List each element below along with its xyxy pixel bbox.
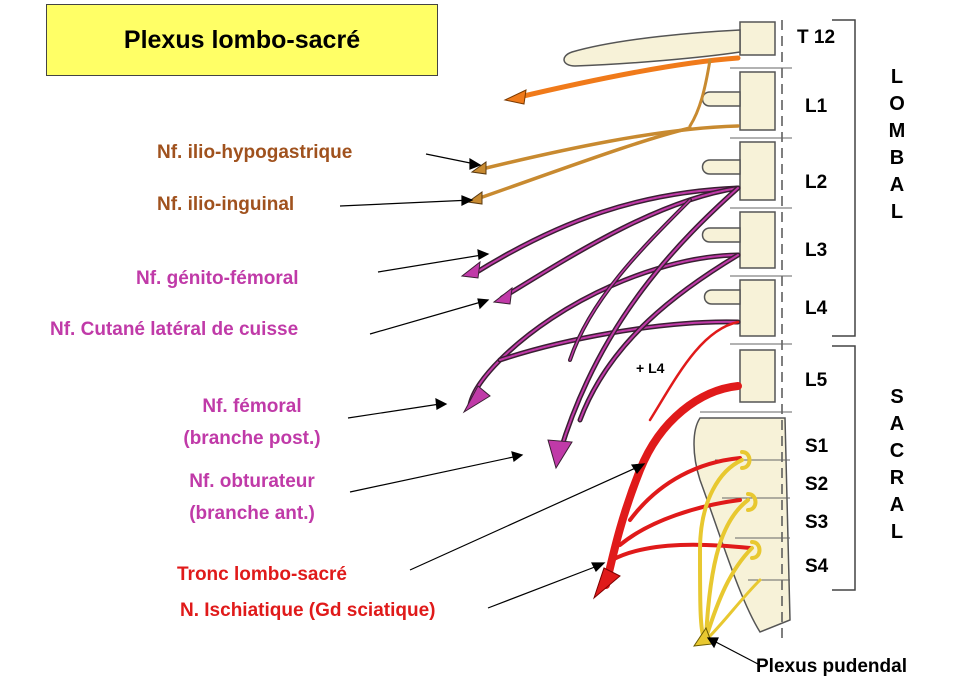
vertebra-label-s1: S1 — [805, 436, 829, 457]
vertebra-label-l5: L5 — [805, 370, 828, 391]
arrowhead-genito-femoral — [460, 260, 481, 279]
vertebra-l1-body — [739, 71, 776, 131]
plus-l4-label: + L4 — [636, 360, 665, 376]
sacral-bracket — [832, 345, 856, 591]
vertebra-l5-body — [739, 349, 776, 403]
arrowhead-ilio-inguinal — [466, 191, 483, 205]
label-ilio-hypogastrique: Nf. ilio-hypogastrique — [157, 142, 353, 163]
label-genito-femoral: Nf. génito-fémoral — [136, 268, 299, 289]
arrowhead-cutane-lateral — [492, 286, 513, 305]
label-obturateur-line2: (branche ant.) — [189, 503, 315, 524]
vertebra-label-l2: L2 — [805, 172, 828, 193]
vertebra-l4-process — [703, 289, 741, 305]
label-femoral-line2: (branche post.) — [183, 428, 321, 449]
nerve-t12 — [512, 55, 741, 128]
label-femoral-line1: Nf. fémoral — [202, 396, 302, 417]
arrowhead-pudendal — [692, 626, 713, 647]
label-ilio-inguinal: Nf. ilio-inguinal — [157, 194, 295, 215]
arrowhead-obturateur — [547, 439, 573, 470]
lombal-bracket — [832, 19, 856, 337]
label-ischiatique: N. Ischiatique (Gd sciatique) — [180, 600, 436, 621]
rib-t12 — [563, 29, 741, 67]
region-label-sacral: SACRAL — [889, 386, 905, 543]
vertebra-t12-body — [739, 21, 776, 56]
vertebra-l2-process — [701, 159, 741, 175]
label-obturateur-line1: Nf. obturateur — [189, 471, 315, 492]
sacrum — [693, 417, 791, 633]
vertebra-l1-process — [701, 91, 741, 107]
vertebra-label-s3: S3 — [805, 512, 829, 533]
region-label-lombal: LOMBAL — [888, 66, 906, 223]
vertebra-label-l3: L3 — [805, 240, 828, 261]
vertebra-label-t12: T 12 — [797, 27, 836, 48]
label-tronc-lombo-sacre: Tronc lombo-sacré — [177, 564, 347, 585]
arrowhead-ischiatique — [592, 567, 621, 600]
vertebra-label-l1: L1 — [805, 96, 828, 117]
label-plexus-pudendal: Plexus pudendal — [756, 656, 907, 677]
label-cutane-lateral: Nf. Cutané latéral de cuisse — [50, 319, 299, 340]
vertebra-label-l4: L4 — [805, 298, 828, 319]
arrowhead-ilio-hypogastrique — [470, 161, 487, 175]
vertebra-l4-body — [739, 279, 776, 337]
vertebra-l3-body — [739, 211, 776, 269]
pointer-lines — [339, 153, 759, 665]
title-box: Plexus lombo-sacré — [46, 4, 438, 76]
vertebra-label-s4: S4 — [805, 556, 829, 577]
nerve-ilio-hypogastrique — [472, 124, 740, 202]
vertebra-l3-process — [701, 227, 741, 243]
nerves-lumbar-magenta — [467, 185, 741, 455]
arrowhead-femoral — [462, 385, 491, 414]
vertebra-label-s2: S2 — [805, 474, 829, 495]
arrowhead-t12 — [503, 89, 527, 105]
spinal-column — [563, 21, 791, 633]
page-title: Plexus lombo-sacré — [123, 25, 361, 54]
nerves-pudendal-yellow — [697, 450, 762, 640]
vertebra-l2-body — [739, 141, 776, 201]
